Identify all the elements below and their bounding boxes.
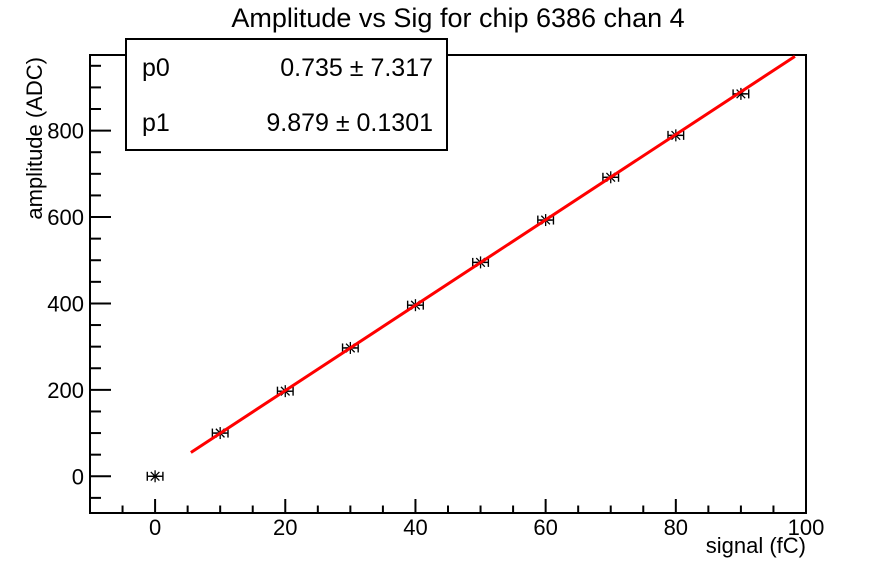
plot-frame	[89, 54, 807, 514]
fit-stats-box: p0 0.735 ± 7.317 p1 9.879 ± 0.1301	[125, 38, 448, 151]
x-tick-label: 0	[149, 515, 161, 540]
fit-param-row: p1 9.879 ± 0.1301	[127, 109, 446, 137]
y-tick-label: 0	[72, 464, 84, 489]
x-tick-label: 20	[273, 515, 297, 540]
fit-param-value: 9.879 ± 0.1301	[266, 109, 433, 137]
fit-param-name: p0	[142, 54, 170, 82]
fit-param-name: p1	[142, 109, 170, 137]
x-tick-label: 80	[664, 515, 688, 540]
x-tick-label: 40	[403, 515, 427, 540]
data-marker	[150, 471, 160, 482]
x-tick-label: 60	[533, 515, 557, 540]
y-tick-label: 400	[47, 291, 84, 316]
y-axis-title: amplitude (ADC)	[22, 57, 47, 220]
x-axis-title: signal (fC)	[705, 533, 806, 558]
fit-line	[190, 55, 796, 454]
x-tick-label: 100	[788, 515, 825, 540]
y-tick-label: 200	[47, 378, 84, 403]
fit-param-value: 0.735 ± 7.317	[280, 54, 433, 82]
y-tick-label: 800	[47, 119, 84, 144]
fit-param-row: p0 0.735 ± 7.317	[127, 54, 446, 82]
chart-title: Amplitude vs Sig for chip 6386 chan 4	[231, 3, 685, 33]
y-tick-label: 600	[47, 205, 84, 230]
